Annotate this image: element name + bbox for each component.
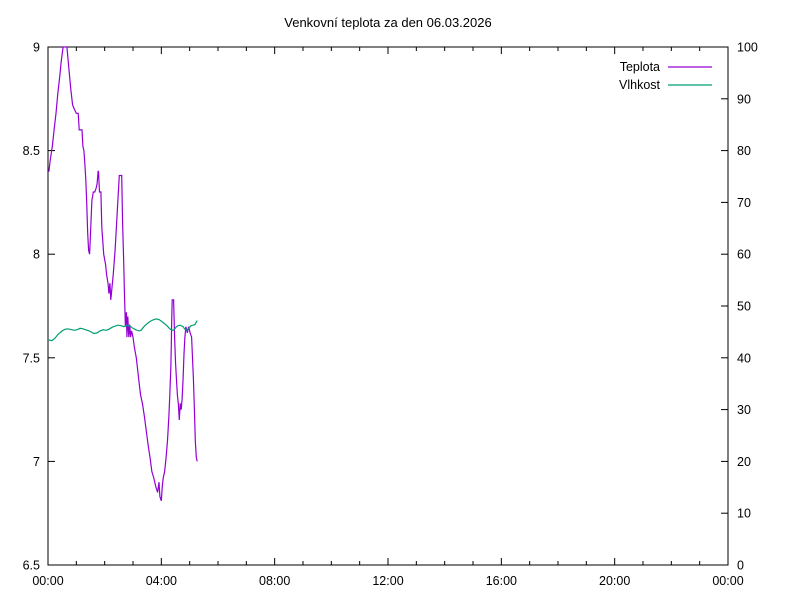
teplota-line [48, 46, 198, 501]
y-left-tick-label: 7.5 [23, 351, 40, 365]
axis-labels: 00:00 04:00 08:00 12:00 16:00 20:00 00:006.577… [23, 41, 758, 589]
x-tick-label: 20:00 [599, 574, 630, 588]
legend-label-vlhkost: Vlhkost [619, 78, 661, 92]
y-right-tick-label: 40 [737, 351, 751, 365]
x-tick-label: 16:00 [486, 574, 517, 588]
x-tick-label: 08:00 [259, 574, 290, 588]
plot-border [47, 46, 729, 566]
y-right-tick-label: 100 [737, 41, 758, 55]
y-left-tick-label: 9 [33, 41, 40, 55]
y-left-tick-label: 7 [33, 455, 40, 469]
y-right-tick-label: 80 [737, 144, 751, 158]
y-left-tick-label: 6.5 [23, 559, 40, 573]
legend-label-teplota: Teplota [620, 60, 660, 74]
x-tick-label: 00:00 [32, 574, 63, 588]
x-tick-label: 04:00 [146, 574, 177, 588]
y-left-tick-label: 8 [33, 248, 40, 262]
y-right-tick-label: 90 [737, 92, 751, 106]
chart-title: Venkovní teplota za den 06.03.2026 [284, 15, 491, 30]
y-right-tick-label: 30 [737, 403, 751, 417]
y-right-tick-label: 50 [737, 300, 751, 314]
axis-ticks [47, 46, 729, 566]
y-right-tick-label: 0 [737, 559, 744, 573]
y-right-tick-label: 70 [737, 196, 751, 210]
y-right-tick-label: 20 [737, 455, 751, 469]
y-right-tick-label: 10 [737, 507, 751, 521]
x-tick-label: 12:00 [372, 574, 403, 588]
x-tick-label: 00:00 [712, 574, 743, 588]
vlhkost-line [47, 318, 198, 342]
legend: Teplota Vlhkost [619, 60, 712, 92]
y-right-tick-label: 60 [737, 248, 751, 262]
y-left-tick-label: 8.5 [23, 144, 40, 158]
series-lines [47, 46, 198, 501]
